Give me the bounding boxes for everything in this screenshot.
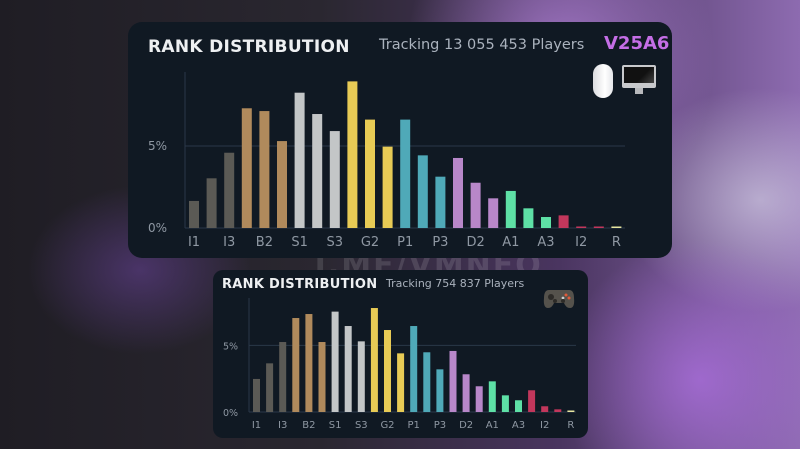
bar-a1 [505, 190, 516, 228]
bar-s1 [331, 311, 339, 412]
bar-p3 [436, 369, 444, 412]
gamepad-icon [543, 290, 575, 308]
tracking-count: Tracking 754 837 Players [386, 277, 525, 290]
bar-im1 [528, 390, 536, 412]
rank-distribution-console-card: RANK DISTRIBUTION Tracking 754 837 Playe… [213, 270, 588, 438]
tracking-count: Tracking 13 055 453 Players [379, 37, 585, 53]
bar-b2 [259, 111, 270, 228]
mouse-icon [593, 64, 613, 98]
y-tick-label: 5% [223, 341, 238, 352]
bar-s3 [329, 131, 340, 228]
bar-b3 [318, 342, 326, 412]
bar-s3 [357, 341, 365, 412]
x-tick-label: D2 [466, 235, 484, 250]
y-tick-label: 5% [148, 139, 167, 153]
bar-b1 [241, 108, 252, 228]
x-tick-label: A3 [537, 235, 554, 250]
x-tick-label: B2 [256, 235, 273, 250]
bar-i1 [189, 200, 199, 228]
bar-a2 [523, 208, 534, 228]
x-tick-label: A1 [486, 420, 499, 431]
bar-i1 [253, 378, 260, 412]
bar-r [567, 410, 575, 412]
bar-im2 [576, 226, 587, 228]
bar-b3 [277, 141, 287, 228]
bar-d3 [475, 386, 483, 412]
bar-a1 [488, 381, 496, 412]
x-tick-label: B2 [302, 420, 315, 431]
x-tick-label: I1 [252, 420, 261, 431]
bar-d1 [449, 350, 457, 412]
x-tick-label: P3 [432, 235, 448, 250]
bar-g2 [365, 119, 375, 228]
x-tick-label: S1 [329, 420, 342, 431]
version-badge: V25A6 [604, 33, 670, 54]
x-tick-label: S3 [355, 420, 368, 431]
bar-g2 [384, 330, 391, 412]
x-tick-label: G2 [361, 235, 379, 250]
bar-g1 [370, 308, 378, 412]
x-tick-label: R [612, 235, 621, 250]
bar-b1 [292, 318, 300, 412]
x-tick-label: D2 [459, 420, 473, 431]
bar-r [611, 226, 622, 228]
bar-d2 [470, 182, 481, 228]
bar-im3 [554, 409, 562, 412]
bar-p1 [410, 326, 418, 412]
bar-chart-console: 0% 5% I1 I3 B2 S1 S3 G2 P1 P3 D2 A1 A3 I2 R [223, 298, 576, 431]
bar-i3 [224, 152, 235, 228]
bar-p1 [400, 119, 411, 228]
bar-p2 [423, 352, 431, 412]
x-tick-label: I1 [188, 235, 200, 250]
x-tick-label: A3 [512, 420, 525, 431]
bar-chart-pc: 0% 5% I1 I3 B2 S1 S3 G2 P1 P3 D2 A1 A3 I2 R [148, 72, 625, 250]
x-tick-label: A1 [502, 235, 519, 250]
rank-distribution-pc-card: RANK DISTRIBUTION Tracking 13 055 453 Pl… [128, 22, 672, 258]
bar-i2 [266, 363, 274, 412]
bar-g3 [382, 146, 393, 228]
bar-s1 [294, 92, 305, 228]
chart-title: RANK DISTRIBUTION [148, 37, 350, 57]
bar-a3 [515, 400, 522, 412]
x-tick-label: R [567, 420, 574, 431]
bar-s2 [312, 114, 323, 228]
y-tick-label: 0% [148, 221, 167, 235]
chart-title: RANK DISTRIBUTION [222, 277, 378, 292]
bar-im2 [541, 406, 549, 412]
x-tick-label: S1 [291, 235, 308, 250]
bar-a3 [541, 217, 551, 228]
x-tick-label: I3 [223, 235, 235, 250]
x-tick-label: I2 [575, 235, 587, 250]
bar-g1 [347, 81, 358, 228]
bar-b2 [305, 314, 313, 412]
x-tick-label: S3 [327, 235, 344, 250]
monitor-icon [622, 65, 656, 95]
bar-p3 [435, 176, 446, 228]
bar-p2 [417, 155, 428, 228]
x-tick-label: I2 [540, 420, 549, 431]
bar-d2 [462, 374, 470, 412]
bar-d1 [453, 157, 463, 228]
x-tick-label: P1 [397, 235, 413, 250]
bar-i3 [279, 342, 287, 412]
bar-d3 [488, 198, 499, 228]
bar-g3 [397, 353, 405, 412]
y-tick-label: 0% [223, 408, 238, 419]
bar-i2 [206, 178, 217, 228]
x-tick-label: I3 [278, 420, 287, 431]
bar-s2 [344, 326, 352, 412]
x-tick-label: G2 [380, 420, 394, 431]
bar-im1 [558, 215, 569, 228]
x-tick-label: P3 [434, 420, 446, 431]
x-tick-label: P1 [407, 420, 419, 431]
bar-a2 [501, 395, 509, 412]
bar-im3 [593, 226, 604, 228]
